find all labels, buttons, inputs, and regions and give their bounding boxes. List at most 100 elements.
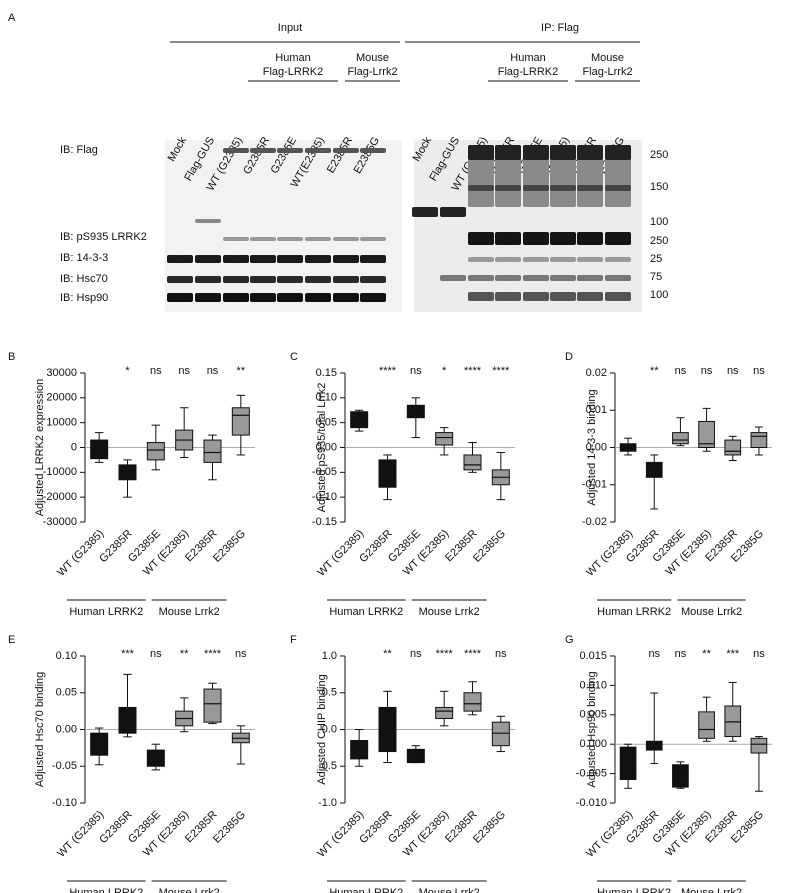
y-tick-label: -10000 <box>43 466 77 478</box>
significance: ns <box>207 365 219 377</box>
blot-band <box>495 292 521 301</box>
y-tick-label: 0.05 <box>56 687 77 699</box>
mw-marker: 75 <box>650 271 662 283</box>
blot-band <box>605 185 631 191</box>
blot-band <box>550 145 576 160</box>
blot-band <box>523 185 549 191</box>
box <box>750 432 768 449</box>
blot-band <box>250 293 276 302</box>
significance: * <box>442 365 447 377</box>
y-axis-label: Adjusted pS935/total Lrrk2 <box>316 383 328 513</box>
blot-band <box>195 276 221 283</box>
ip-header: IP: Flag <box>541 22 579 34</box>
blot-band <box>523 275 549 281</box>
box <box>463 692 482 712</box>
blot-band <box>223 276 249 283</box>
box <box>698 711 715 739</box>
significance: ns <box>675 365 687 377</box>
box <box>406 404 425 419</box>
blot-band <box>250 255 276 263</box>
significance: ** <box>702 648 711 660</box>
blot-band <box>333 255 359 263</box>
blot-band <box>277 276 303 283</box>
blot-band <box>223 148 249 153</box>
panel-letter: A <box>8 12 16 24</box>
blot-band <box>605 145 631 160</box>
box <box>203 688 222 723</box>
blot-band <box>333 148 359 153</box>
box <box>672 764 689 788</box>
y-axis-label: Adjusted Hsp90 binding <box>586 671 598 787</box>
blot-band <box>195 255 221 263</box>
blot-band <box>468 257 494 262</box>
y-axis-label: Adjusted Hsc70 binding <box>34 672 46 788</box>
blot-band <box>360 148 386 153</box>
blot-band <box>360 293 386 302</box>
y-tick-label: -0.010 <box>576 797 607 809</box>
panel-letter: B <box>8 351 15 363</box>
box <box>146 749 165 767</box>
blot-band <box>495 257 521 262</box>
blot-band <box>468 232 494 245</box>
blot-band <box>360 237 386 241</box>
significance: ns <box>675 648 687 660</box>
significance: *** <box>121 648 135 660</box>
significance: ns <box>648 648 660 660</box>
blot-band <box>305 237 331 241</box>
box <box>350 411 369 429</box>
y-tick-label: 30000 <box>46 367 77 379</box>
mw-marker: 250 <box>650 235 668 247</box>
blot-band <box>550 145 576 207</box>
blot-band <box>167 293 193 302</box>
blot-band <box>605 145 631 207</box>
box <box>231 407 250 436</box>
blot-band <box>550 275 576 281</box>
x-tick-label: WT (G2385) <box>55 809 106 860</box>
y-tick-label: 20000 <box>46 392 77 404</box>
box <box>463 454 482 471</box>
group-label: Flag-Lrrk2 <box>582 66 632 78</box>
significance: ns <box>410 648 422 660</box>
y-tick-label: 0.02 <box>586 367 607 379</box>
box <box>750 737 768 754</box>
y-tick-label: 0.5 <box>322 687 337 699</box>
significance: **** <box>492 365 510 377</box>
y-tick-label: -0.10 <box>52 797 77 809</box>
group-label: Human LRRK2 <box>69 887 143 893</box>
group-label: Human LRRK2 <box>69 606 143 618</box>
significance: **** <box>379 365 397 377</box>
y-tick-label: 0.05 <box>316 417 337 429</box>
y-tick-label: 0.01 <box>586 404 607 416</box>
y-tick-label: 0.015 <box>579 650 607 662</box>
significance: ** <box>180 648 189 660</box>
box <box>698 420 715 448</box>
box <box>406 748 425 764</box>
blot-band <box>223 237 249 241</box>
y-tick-label: -0.05 <box>52 760 77 772</box>
significance: **** <box>204 648 222 660</box>
significance: **** <box>464 365 482 377</box>
significance: ns <box>150 648 162 660</box>
y-tick-label: 0.005 <box>579 709 607 721</box>
y-tick-label: 0.00 <box>56 723 77 735</box>
blot-band <box>523 232 549 245</box>
box <box>378 459 397 488</box>
significance: ns <box>701 365 713 377</box>
blot-band <box>250 276 276 283</box>
y-tick-label: 0.15 <box>316 367 337 379</box>
blot-band <box>605 257 631 262</box>
box <box>724 439 742 456</box>
y-tick-label: -0.05 <box>312 466 337 478</box>
y-tick-label: 0.00 <box>586 441 607 453</box>
blot-band <box>305 148 331 153</box>
group-label: Human <box>275 52 310 64</box>
blot-band <box>305 276 331 283</box>
blot-band <box>468 292 494 301</box>
box <box>146 442 165 461</box>
group-label: Mouse Lrrk2 <box>419 887 480 893</box>
panel-letter: C <box>290 351 298 363</box>
box <box>435 432 454 446</box>
blot-band <box>277 255 303 263</box>
blot-band <box>468 145 494 207</box>
